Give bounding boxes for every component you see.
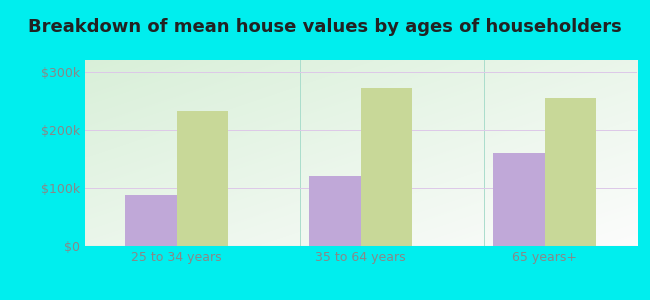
Bar <box>545 98 597 246</box>
Bar <box>361 88 412 246</box>
Text: Breakdown of mean house values by ages of householders: Breakdown of mean house values by ages o… <box>28 18 622 36</box>
Bar <box>309 176 361 246</box>
Bar <box>177 111 228 246</box>
Bar <box>125 195 177 246</box>
Bar <box>493 153 545 246</box>
